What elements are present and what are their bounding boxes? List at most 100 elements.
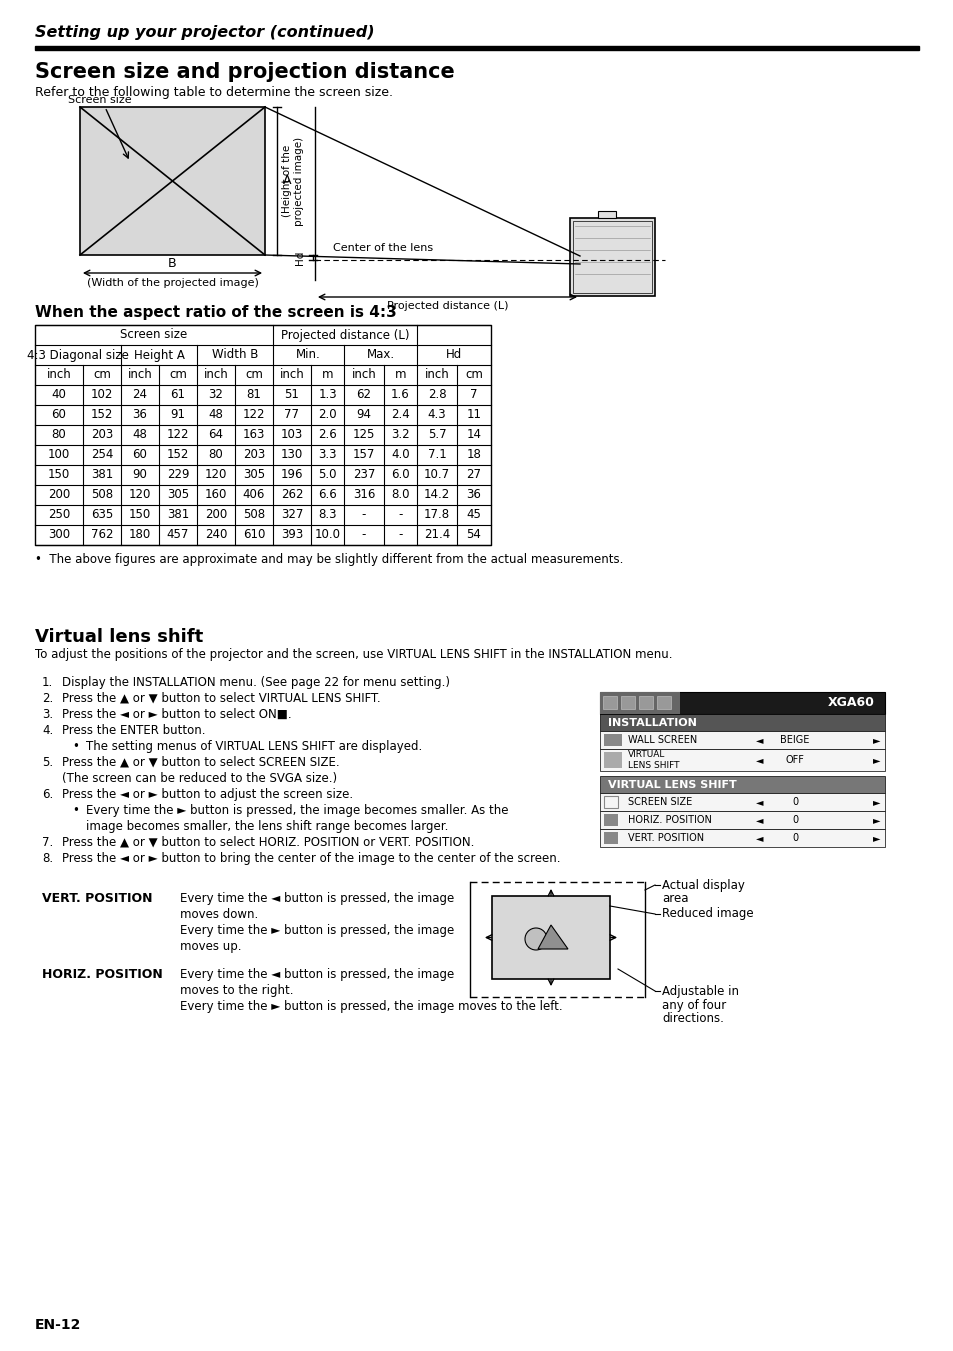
Text: 229: 229 xyxy=(167,469,189,481)
Text: Adjustable in: Adjustable in xyxy=(661,985,739,997)
Text: 94: 94 xyxy=(356,408,371,422)
Text: HORIZ. POSITION: HORIZ. POSITION xyxy=(627,815,711,825)
Text: Screen size: Screen size xyxy=(120,328,188,342)
Text: 102: 102 xyxy=(91,389,113,401)
Text: Press the ◄ or ► button to adjust the screen size.: Press the ◄ or ► button to adjust the sc… xyxy=(62,788,353,801)
Text: Every time the ► button is pressed, the image becomes smaller. As the: Every time the ► button is pressed, the … xyxy=(86,804,508,817)
Text: 2.0: 2.0 xyxy=(318,408,336,422)
Text: Actual display: Actual display xyxy=(661,878,744,892)
Bar xyxy=(35,46,918,50)
Text: To adjust the positions of the projector and the screen, use VIRTUAL LENS SHIFT : To adjust the positions of the projector… xyxy=(35,648,672,661)
Text: ◄: ◄ xyxy=(756,755,763,765)
Text: 237: 237 xyxy=(353,469,375,481)
Text: 64: 64 xyxy=(209,428,223,442)
Text: VIRTUAL
LENS SHIFT: VIRTUAL LENS SHIFT xyxy=(627,750,679,770)
Text: 200: 200 xyxy=(48,489,71,501)
Text: 8.: 8. xyxy=(42,852,53,865)
Text: 61: 61 xyxy=(171,389,185,401)
Text: 80: 80 xyxy=(51,428,67,442)
Text: 5.: 5. xyxy=(42,757,53,769)
Text: A: A xyxy=(283,174,292,188)
Text: 14.2: 14.2 xyxy=(423,489,450,501)
Text: -: - xyxy=(398,508,402,521)
Text: -: - xyxy=(361,508,366,521)
Text: Press the ◄ or ► button to bring the center of the image to the center of the sc: Press the ◄ or ► button to bring the cen… xyxy=(62,852,560,865)
Text: 406: 406 xyxy=(243,489,265,501)
Text: 80: 80 xyxy=(209,449,223,462)
Text: moves down.: moves down. xyxy=(180,908,258,921)
Text: 152: 152 xyxy=(91,408,113,422)
Polygon shape xyxy=(537,925,567,948)
Text: 1.3: 1.3 xyxy=(318,389,336,401)
Text: any of four: any of four xyxy=(661,998,725,1012)
Text: inch: inch xyxy=(203,369,228,381)
Text: 32: 32 xyxy=(209,389,223,401)
Text: Every time the ◄ button is pressed, the image: Every time the ◄ button is pressed, the … xyxy=(180,892,454,905)
Text: 7.1: 7.1 xyxy=(427,449,446,462)
Text: Hd: Hd xyxy=(445,349,461,362)
Text: 8.3: 8.3 xyxy=(318,508,336,521)
Text: Every time the ► button is pressed, the image moves to the left.: Every time the ► button is pressed, the … xyxy=(180,1000,562,1013)
Bar xyxy=(573,222,651,293)
Bar xyxy=(603,734,621,746)
Text: VERT. POSITION: VERT. POSITION xyxy=(42,892,152,905)
Text: directions.: directions. xyxy=(661,1012,723,1025)
Text: 0: 0 xyxy=(791,815,798,825)
Bar xyxy=(569,218,655,296)
Text: 4:3 Diagonal size: 4:3 Diagonal size xyxy=(27,349,129,362)
Text: Min.: Min. xyxy=(295,349,320,362)
Text: 240: 240 xyxy=(205,528,227,542)
Bar xyxy=(599,775,884,793)
Text: 1.6: 1.6 xyxy=(391,389,410,401)
Text: -: - xyxy=(398,528,402,542)
Bar xyxy=(657,696,670,709)
Text: 6.6: 6.6 xyxy=(317,489,336,501)
Text: 2.6: 2.6 xyxy=(317,428,336,442)
Text: 7: 7 xyxy=(470,389,477,401)
Text: 36: 36 xyxy=(466,489,481,501)
Text: cm: cm xyxy=(464,369,482,381)
Text: 200: 200 xyxy=(205,508,227,521)
Text: 18: 18 xyxy=(466,449,481,462)
Text: 27: 27 xyxy=(466,469,481,481)
Text: 90: 90 xyxy=(132,469,148,481)
Text: 203: 203 xyxy=(91,428,113,442)
Text: HORIZ. POSITION: HORIZ. POSITION xyxy=(42,969,163,981)
Text: 152: 152 xyxy=(167,449,189,462)
Text: 45: 45 xyxy=(466,508,481,521)
Text: 77: 77 xyxy=(284,408,299,422)
Text: 120: 120 xyxy=(129,489,151,501)
Text: Press the ENTER button.: Press the ENTER button. xyxy=(62,724,205,738)
Text: 5.0: 5.0 xyxy=(318,469,336,481)
Text: Hd: Hd xyxy=(294,250,305,265)
Text: 160: 160 xyxy=(205,489,227,501)
Text: m: m xyxy=(321,369,333,381)
Text: 21.4: 21.4 xyxy=(423,528,450,542)
Text: •: • xyxy=(71,804,79,817)
Bar xyxy=(599,793,884,811)
Text: 150: 150 xyxy=(129,508,151,521)
Text: cm: cm xyxy=(169,369,187,381)
Text: 60: 60 xyxy=(132,449,148,462)
Bar xyxy=(603,832,618,844)
Circle shape xyxy=(524,928,546,950)
Text: inch: inch xyxy=(279,369,304,381)
Text: cm: cm xyxy=(93,369,111,381)
Text: inch: inch xyxy=(424,369,449,381)
Text: 508: 508 xyxy=(243,508,265,521)
Text: Max.: Max. xyxy=(366,349,395,362)
Text: 157: 157 xyxy=(353,449,375,462)
Text: VIRTUAL LENS SHIFT: VIRTUAL LENS SHIFT xyxy=(607,780,736,789)
Text: 4.3: 4.3 xyxy=(427,408,446,422)
Bar xyxy=(80,107,265,255)
Text: 327: 327 xyxy=(280,508,303,521)
Text: 36: 36 xyxy=(132,408,148,422)
Text: Width B: Width B xyxy=(212,349,258,362)
Text: OFF: OFF xyxy=(784,755,803,765)
Text: 196: 196 xyxy=(280,469,303,481)
Text: 305: 305 xyxy=(243,469,265,481)
Text: ►: ► xyxy=(872,815,880,825)
Bar xyxy=(602,696,617,709)
Text: Press the ▲ or ▼ button to select SCREEN SIZE.: Press the ▲ or ▼ button to select SCREEN… xyxy=(62,757,339,769)
Text: 180: 180 xyxy=(129,528,151,542)
